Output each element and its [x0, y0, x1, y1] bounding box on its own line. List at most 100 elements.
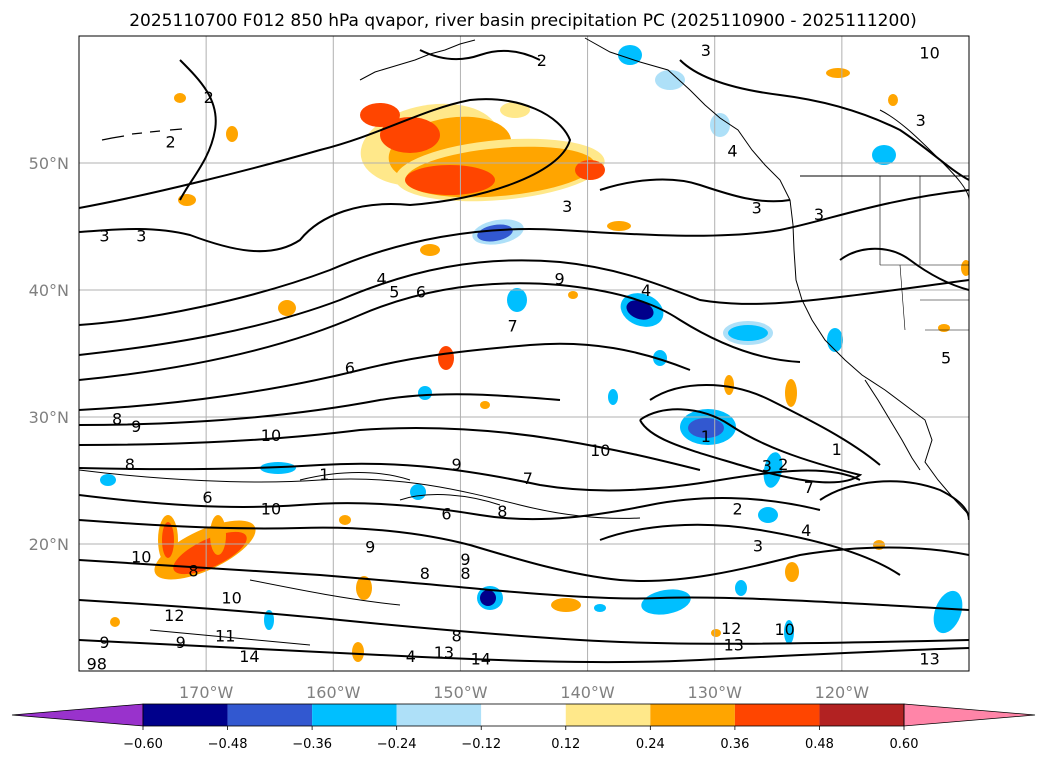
- qvapor-contours-thin: [79, 109, 969, 646]
- latitude-labels: 20°N 30°N 40°N 50°N: [29, 154, 69, 554]
- shaded-patch: [785, 562, 799, 582]
- lon-label: 170°W: [179, 683, 234, 702]
- contour-line: [179, 59, 217, 201]
- contour-label: 9: [99, 633, 109, 652]
- lon-label: 160°W: [306, 683, 361, 702]
- contour-label: 10: [774, 620, 794, 639]
- aleutian-islands: [101, 128, 183, 141]
- colorbar-segment: [481, 704, 566, 726]
- lat-label: 30°N: [29, 408, 69, 427]
- shaded-patch: [933, 590, 963, 634]
- shaded-patch: [356, 576, 372, 600]
- shaded-patch: [360, 103, 400, 127]
- contour-label: 8: [497, 502, 507, 521]
- shaded-patch: [785, 379, 797, 407]
- contour-label: 13: [434, 643, 454, 662]
- contour-label: 14: [239, 647, 259, 666]
- contour-line: [879, 109, 969, 201]
- colorbar-tick-label: −0.36: [292, 737, 332, 752]
- alaska-peninsula: [359, 39, 476, 81]
- contour-label: 7: [804, 478, 814, 497]
- lon-label: 120°W: [815, 683, 870, 702]
- shaded-patch: [507, 288, 527, 312]
- contour-label: 8: [452, 626, 462, 645]
- contour-label: 13: [919, 649, 939, 668]
- colorbar: −0.60 −0.48 −0.36 −0.24 −0.12 0.12 0.24 0.36 0.4…: [11, 703, 1036, 752]
- contour-line: [79, 519, 969, 582]
- contour-label: 7: [507, 317, 517, 336]
- shaded-patch: [418, 386, 432, 400]
- shaded-patch: [410, 484, 426, 500]
- coastlines-and-borders: [101, 37, 969, 516]
- colorbar-tick-label: −0.24: [377, 737, 417, 752]
- shaded-patch: [826, 68, 850, 78]
- contour-label: 2: [778, 455, 788, 474]
- contour-label: 6: [441, 505, 451, 524]
- shaded-patch: [380, 117, 440, 153]
- contour-label: 2: [165, 132, 175, 151]
- colorbar-frame: [142, 703, 905, 727]
- contour-label: 2: [204, 88, 214, 107]
- shaded-patch: [608, 389, 618, 405]
- contour-label: 1: [701, 427, 711, 446]
- contour-label: 4: [377, 270, 387, 289]
- lon-label: 150°W: [433, 683, 488, 702]
- lat-label: 20°N: [29, 535, 69, 554]
- colorbar-segment: [819, 704, 904, 726]
- contour-line: [249, 579, 401, 606]
- contour-label: 10: [590, 441, 610, 460]
- contour-label: 1: [832, 440, 842, 459]
- contour-label: 6: [345, 358, 355, 377]
- shaded-patch: [594, 604, 606, 612]
- contour-label: 10: [261, 499, 281, 518]
- colorbar-segment: [396, 704, 482, 726]
- baja-coastline: [864, 379, 921, 471]
- shaded-patch: [568, 291, 578, 299]
- contour-label: 12: [164, 606, 184, 625]
- shaded-patch: [480, 590, 496, 606]
- contour-label: 8: [460, 564, 470, 583]
- shaded-patch: [352, 642, 364, 662]
- qvapor-contours: [79, 49, 969, 664]
- contour-label: 4: [801, 521, 811, 540]
- contour-label: 3: [762, 456, 772, 475]
- lon-label: 140°W: [560, 683, 615, 702]
- colorbar-segment: [227, 704, 313, 726]
- colorbar-segment: [650, 704, 735, 726]
- shaded-patch: [405, 165, 495, 195]
- contour-line: [79, 427, 701, 471]
- shaded-patch: [827, 328, 843, 352]
- shaded-patch: [938, 324, 950, 332]
- contour-label: 6: [416, 282, 426, 301]
- colorbar-tick-label: 0.48: [805, 737, 834, 752]
- contour-label: 98: [87, 654, 107, 673]
- contour-label: 13: [724, 635, 744, 654]
- contour-label: 9: [176, 633, 186, 652]
- contour-line: [839, 247, 969, 291]
- colorbar-tick-label: 0.60: [890, 737, 919, 752]
- contour-line: [419, 49, 541, 61]
- map-gridlines: [79, 36, 969, 671]
- contour-line: [79, 282, 801, 381]
- contour-line: [679, 59, 969, 181]
- contour-label: 4: [727, 141, 737, 160]
- contour-label: 8: [125, 455, 135, 474]
- precip-pc-shading: [100, 45, 969, 662]
- contour-line: [79, 189, 969, 326]
- shaded-patch: [653, 350, 667, 366]
- shaded-patch: [784, 620, 794, 644]
- colorbar-segment: [734, 704, 820, 726]
- colorbar-extend-low: [11, 703, 144, 727]
- contour-line: [639, 408, 863, 484]
- contour-line: [79, 494, 821, 521]
- contour-label: 9: [131, 417, 141, 436]
- contour-label: 3: [814, 205, 824, 224]
- contour-label: 3: [752, 198, 762, 217]
- state-borders: [879, 176, 969, 331]
- shaded-patch: [888, 94, 898, 106]
- contour-label: 3: [99, 226, 109, 245]
- contour-label: 10: [261, 426, 281, 445]
- shaded-patch: [264, 610, 274, 630]
- contour-label: 7: [523, 469, 533, 488]
